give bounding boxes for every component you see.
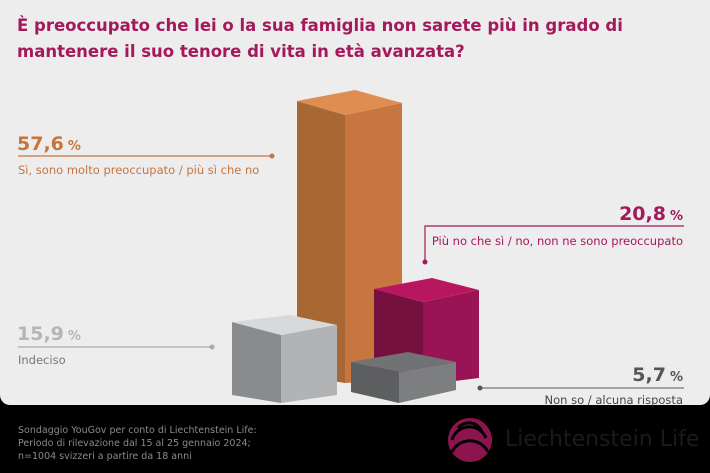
logo-text: Liechtenstein Life xyxy=(505,427,700,452)
leader-lightgray xyxy=(18,344,215,350)
bar-darkgray xyxy=(351,352,456,403)
footer-line: Periodo di rilevazione dal 15 al 25 genn… xyxy=(18,438,251,449)
category-label-darkgray: Non so / alcuna risposta xyxy=(544,393,683,407)
leader-darkgray xyxy=(477,385,684,391)
footer-line: Sondaggio YouGov per conto di Liechtenst… xyxy=(18,425,257,436)
bar-lightgray xyxy=(232,315,337,403)
footer-line: n=1004 svizzeri a partire da 18 anni xyxy=(18,451,192,462)
category-label-lightgray: Indeciso xyxy=(18,353,66,367)
chart-title: È preoccupato che lei o la sua famiglia … xyxy=(17,16,623,61)
footer-note: Sondaggio YouGov per conto di Liechtenst… xyxy=(18,424,257,463)
category-label-magenta: Più no che sì / no, non ne sono preoccup… xyxy=(431,234,683,248)
leader-orange xyxy=(18,153,275,159)
leader-magenta xyxy=(422,225,684,265)
category-label-orange: Sì, sono molto preoccupato / più sì che … xyxy=(18,163,260,177)
value-label-darkgray: 5,7% xyxy=(632,364,683,386)
value-label-orange: 57,6% xyxy=(17,133,81,155)
liechtenstein-life-logo xyxy=(448,418,492,462)
value-label-magenta: 20,8% xyxy=(619,203,683,225)
value-label-lightgray: 15,9% xyxy=(17,323,81,345)
